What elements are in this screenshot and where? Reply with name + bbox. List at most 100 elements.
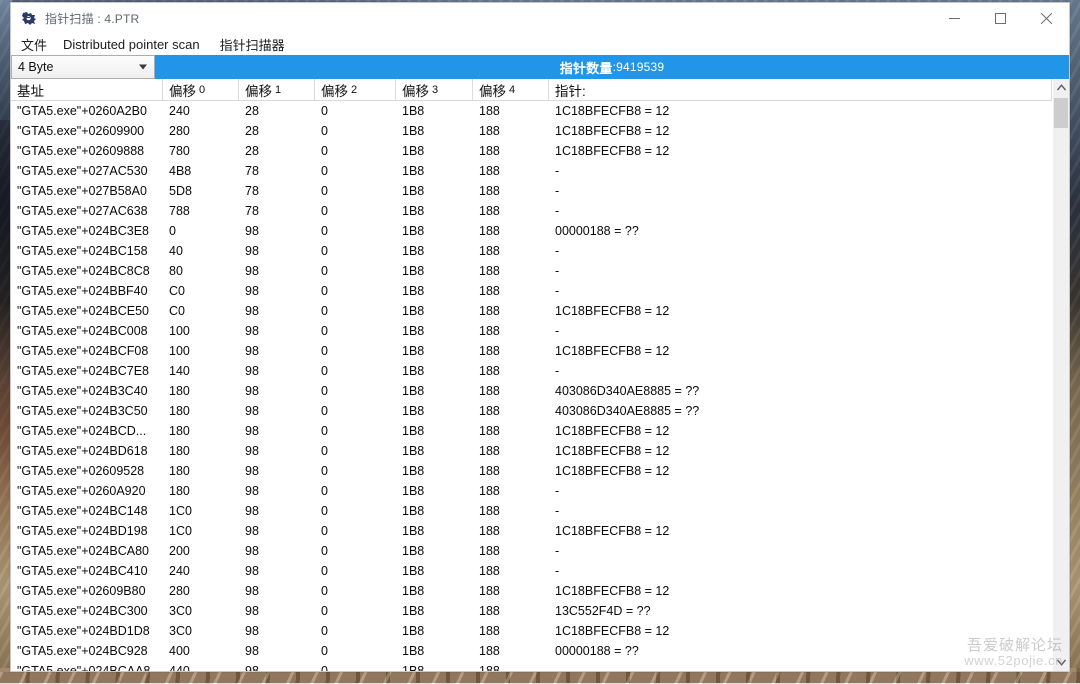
cell-base-address: "GTA5.exe"+024BC3E8: [11, 221, 163, 241]
column-header-offset-2[interactable]: 偏移 2: [315, 79, 396, 100]
cell-offset-2: 0: [315, 281, 396, 301]
cell-offset-0: 3C0: [163, 601, 239, 621]
cell-offset-4: 188: [473, 141, 549, 161]
cell-offset-2: 0: [315, 301, 396, 321]
scrollbar-track[interactable]: [1053, 96, 1069, 654]
column-header-offset-0[interactable]: 偏移 0: [163, 79, 239, 100]
cell-pointer: 1C18BFECFB8 = 12: [549, 581, 1052, 601]
cell-offset-3: 1B8: [396, 581, 473, 601]
cell-offset-3: 1B8: [396, 101, 473, 121]
cell-pointer: 1C18BFECFB8 = 12: [549, 461, 1052, 481]
cell-offset-2: 0: [315, 221, 396, 241]
cell-pointer: 1C18BFECFB8 = 12: [549, 421, 1052, 441]
cell-offset-3: 1B8: [396, 361, 473, 381]
cell-offset-4: 188: [473, 401, 549, 421]
column-header-base-address[interactable]: 基址: [11, 79, 163, 100]
cell-offset-0: C0: [163, 301, 239, 321]
cell-offset-1: 98: [239, 281, 315, 301]
column-header-row: 基址 偏移 0 偏移 1 偏移 2 偏移 3: [11, 79, 1052, 101]
pointer-count-value: 9419539: [616, 60, 664, 74]
cell-pointer: -: [549, 241, 1052, 261]
cell-base-address: "GTA5.exe"+024BBF40: [11, 281, 163, 301]
value-type-select[interactable]: 4 Byte: [11, 55, 155, 79]
cell-offset-2: 0: [315, 601, 396, 621]
cell-base-address: "GTA5.exe"+024BD198: [11, 521, 163, 541]
cell-offset-3: 1B8: [396, 561, 473, 581]
column-header-text: 偏移: [245, 80, 272, 100]
cheat-engine-icon: [21, 10, 37, 26]
cell-offset-4: 188: [473, 321, 549, 341]
cell-offset-4: 188: [473, 541, 549, 561]
window-title: 指针扫描 : 4.PTR: [45, 10, 139, 27]
cell-offset-1: 98: [239, 341, 315, 361]
title-bar: 指针扫描 : 4.PTR: [11, 3, 1069, 33]
scroll-up-arrow-icon[interactable]: [1053, 79, 1069, 96]
cell-offset-0: 40: [163, 241, 239, 261]
cell-offset-4: 188: [473, 361, 549, 381]
maximize-button[interactable]: [977, 3, 1023, 33]
close-button[interactable]: [1023, 3, 1069, 33]
cell-offset-4: 188: [473, 301, 549, 321]
cell-offset-0: 180: [163, 421, 239, 441]
cell-pointer: -: [549, 321, 1052, 341]
cell-base-address: "GTA5.exe"+024B3C50: [11, 401, 163, 421]
cell-offset-2: 0: [315, 421, 396, 441]
menu-item-pointer-scanner[interactable]: 指针扫描器: [220, 35, 295, 54]
column-header-pointer[interactable]: 指针:: [549, 79, 1052, 100]
cell-pointer: -: [549, 661, 1052, 671]
cell-pointer: -: [549, 281, 1052, 301]
cell-offset-3: 1B8: [396, 421, 473, 441]
cell-offset-2: 0: [315, 641, 396, 661]
cell-offset-4: 188: [473, 561, 549, 581]
cell-offset-0: C0: [163, 281, 239, 301]
cell-offset-0: 200: [163, 541, 239, 561]
scroll-down-arrow-icon[interactable]: [1053, 654, 1069, 671]
vertical-scrollbar[interactable]: [1052, 79, 1069, 671]
cell-offset-2: 0: [315, 201, 396, 221]
cell-base-address: "GTA5.exe"+024B3C40: [11, 381, 163, 401]
column-header-offset-3[interactable]: 偏移 3: [396, 79, 473, 100]
column-header-index: 1: [275, 84, 281, 96]
cell-base-address: "GTA5.exe"+024BD618: [11, 441, 163, 461]
cell-offset-0: 5D8: [163, 181, 239, 201]
cell-offset-0: 400: [163, 641, 239, 661]
cell-offset-1: 98: [239, 261, 315, 281]
cell-offset-2: 0: [315, 101, 396, 121]
column-header-offset-1[interactable]: 偏移 1: [239, 79, 315, 100]
scrollbar-thumb[interactable]: [1054, 98, 1068, 128]
minimize-button[interactable]: [931, 3, 977, 33]
menu-item-distributed-pointer-scan[interactable]: Distributed pointer scan: [63, 37, 210, 52]
cell-offset-4: 188: [473, 601, 549, 621]
menu-item-file[interactable]: 文件: [21, 35, 57, 54]
column-header-offset-4[interactable]: 偏移 4: [473, 79, 549, 100]
